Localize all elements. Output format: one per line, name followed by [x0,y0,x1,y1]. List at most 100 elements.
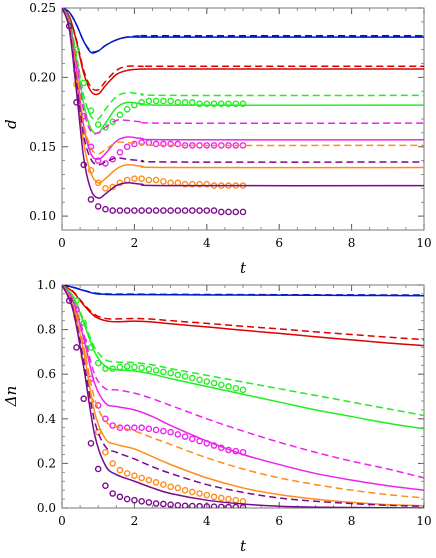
data-point [116,363,124,371]
dashed-line-blue [62,8,424,53]
data-point [87,196,95,203]
data-point [196,100,203,108]
data-point [181,207,189,214]
data-point [123,495,131,503]
data-point [189,502,196,508]
data-point [174,431,182,438]
data-point [160,178,167,185]
y-tick-label: 1.0 [37,278,56,292]
dashed-line-magenta [62,285,424,479]
data-point [87,344,95,351]
dashed-line-magenta [62,8,424,135]
data-point [152,426,160,434]
dashed-line-purple [62,285,424,507]
data-point [160,368,167,376]
solid-line-red [62,8,424,96]
data-point [102,205,109,213]
data-point [167,501,174,508]
data-point [116,466,124,474]
data-point [189,207,196,214]
data-point [80,319,88,327]
data-point [65,297,73,304]
data-point [152,97,160,105]
series-group [62,285,424,508]
data-point [239,208,247,216]
data-point [102,448,109,456]
data-point [232,503,240,508]
data-point [203,207,211,214]
data-point [181,180,189,188]
data-point [116,148,124,156]
dashed-line-orange [62,8,424,155]
dashed-line-purple [62,8,424,166]
x-tick-label: 0 [58,514,66,528]
x-tick-label: 8 [348,514,356,528]
data-point [131,175,138,182]
data-point [109,207,116,214]
data-point [87,440,95,447]
data-point [80,79,88,87]
data-point [123,363,131,370]
data-point [217,100,225,108]
data-point [116,493,124,501]
data-point [217,381,225,389]
x-tick-label: 2 [131,236,139,250]
y-tick-label: 0.10 [29,209,56,223]
series-group [62,8,424,216]
data-point [145,365,153,373]
data-point [196,490,203,497]
data-point [239,448,247,456]
data-point [152,479,160,486]
data-point [123,143,131,151]
marker-series-magenta [73,306,247,456]
data-point [196,376,203,384]
data-point [174,484,182,492]
data-point [73,297,80,304]
data-point [145,476,153,484]
solid-line-green [62,285,424,430]
data-point [189,435,196,443]
data-point [94,121,102,128]
data-point [217,503,225,508]
data-point [167,179,174,187]
x-tick-label: 8 [348,236,356,250]
data-point [160,481,167,488]
y-axis-label: Δn [2,386,20,408]
data-point [94,402,102,409]
data-point [73,344,80,351]
data-point [109,365,116,372]
x-tick-label: 6 [275,236,283,250]
data-point [203,100,211,108]
data-point [109,422,116,429]
data-point [131,496,138,504]
data-point [116,111,124,119]
data-point [225,446,232,454]
data-point [174,99,182,106]
data-point [138,498,145,505]
data-point [94,465,102,473]
data-point [210,379,218,387]
data-point [145,207,153,214]
data-point [232,447,240,455]
data-point [138,424,145,432]
data-point [102,185,109,192]
data-point [145,499,153,506]
data-point [232,384,240,392]
data-point [131,472,138,479]
data-point [196,207,203,214]
data-point [145,176,153,184]
data-point [87,167,95,174]
data-point [225,503,232,508]
data-point [109,460,116,467]
data-point [174,207,182,214]
dashed-line-green [62,8,424,121]
data-point [131,424,138,432]
data-point [94,203,102,210]
data-point [181,502,189,508]
data-point [181,99,189,106]
data-point [160,207,167,214]
panel-bottom-delta-n: 0 2 4 6 8 10 0.0 0.2 0.4 0.6 0.8 1.0 t Δn [2,278,432,555]
data-point [232,208,240,216]
marker-series-orange [73,312,247,505]
data-point [102,482,109,490]
